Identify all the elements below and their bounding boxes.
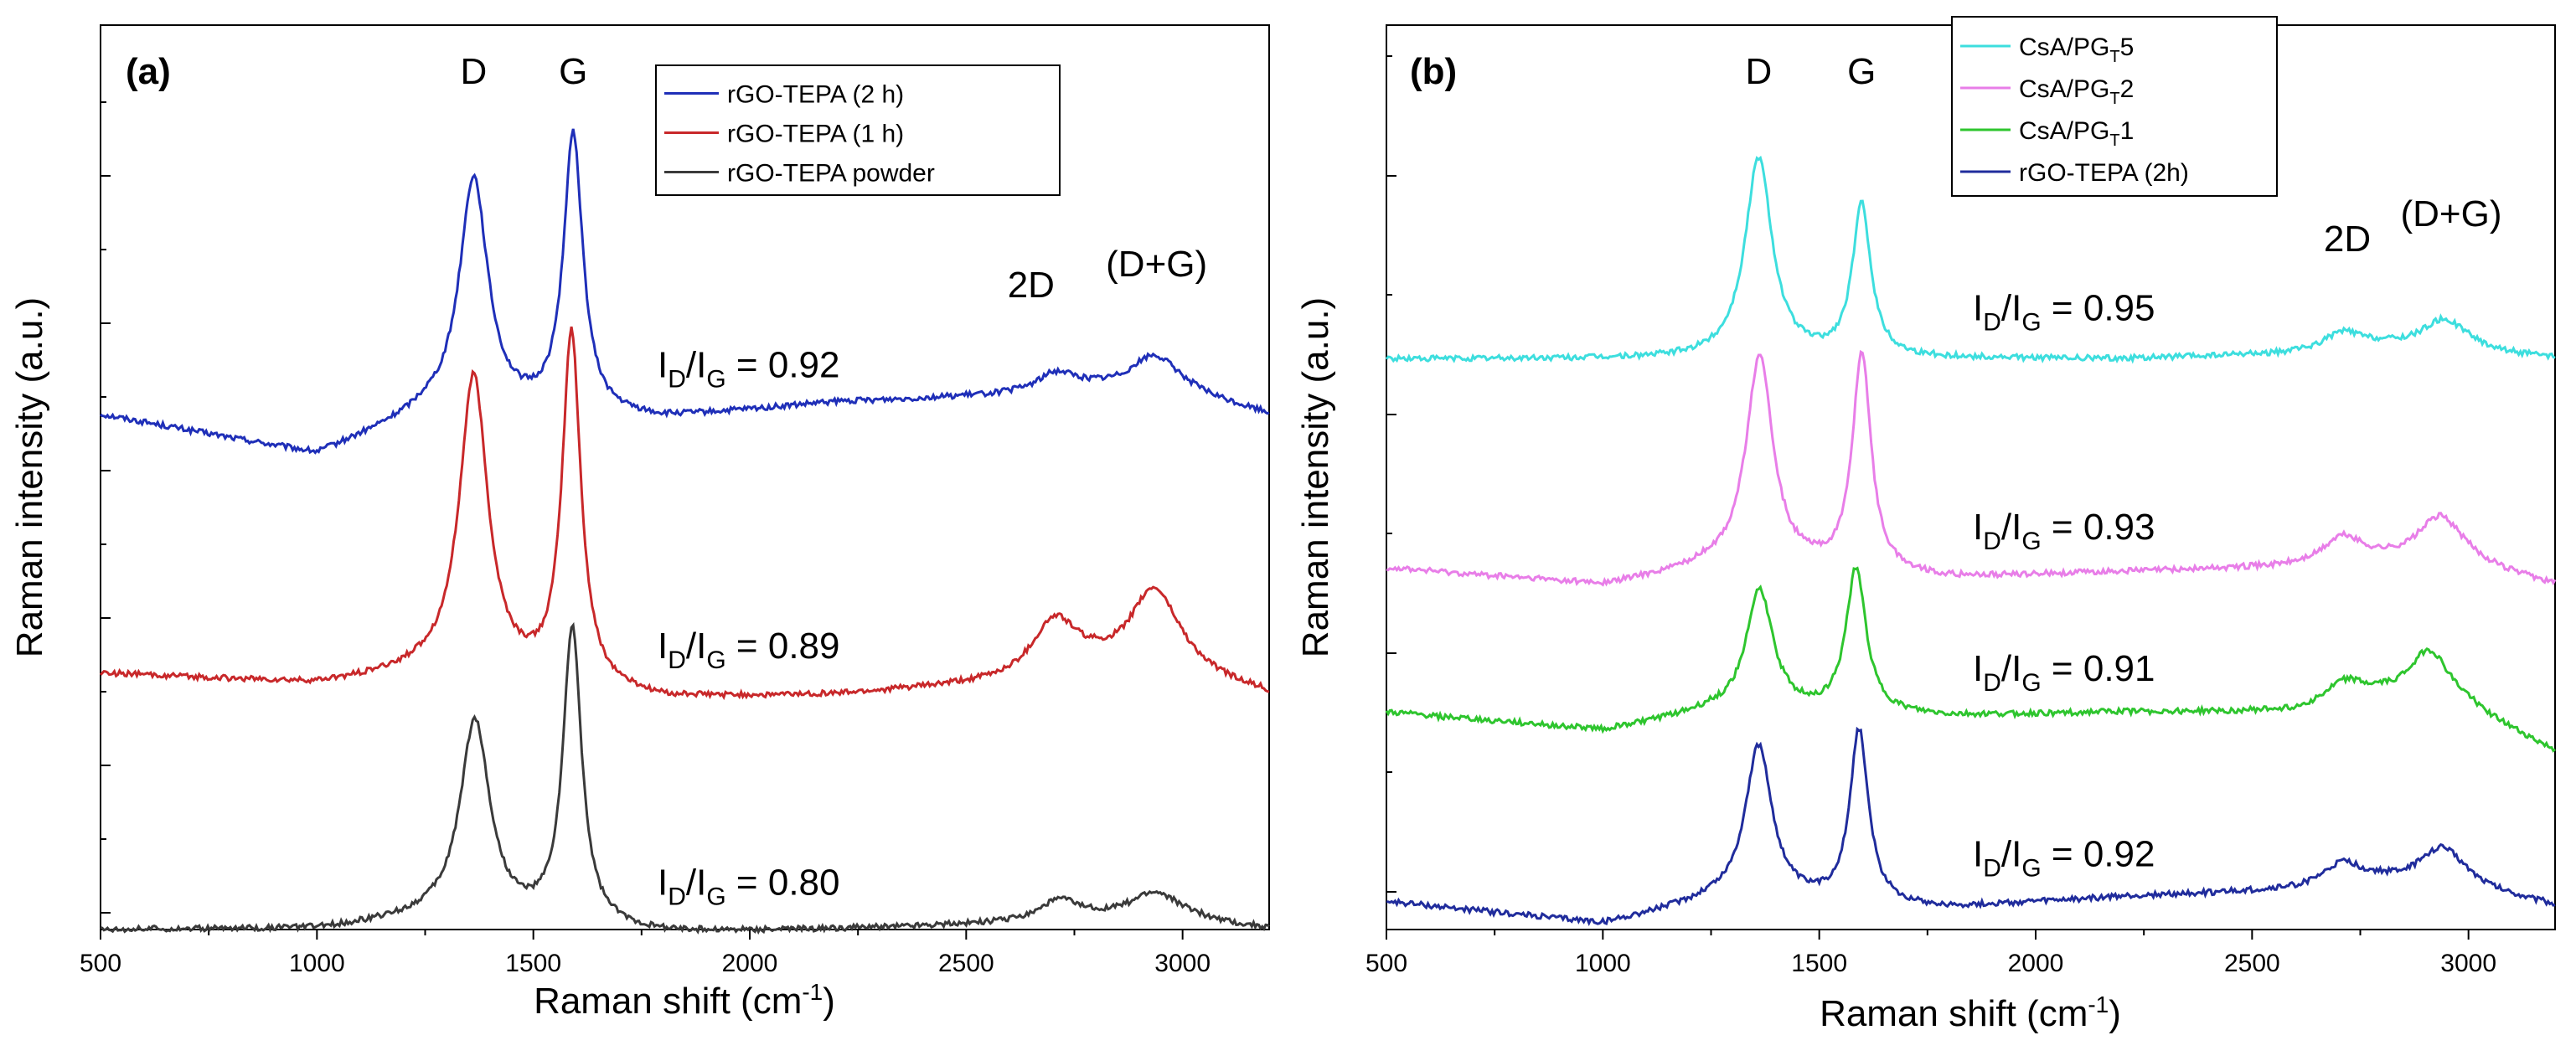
peak-label-d-a: D (460, 51, 487, 92)
x-tick-label: 2000 (2008, 950, 2064, 977)
x-tick-label: 500 (1365, 950, 1407, 977)
x-tick-label: 1500 (1791, 950, 1847, 977)
ratio-label-b-2: ID/IG = 0.91 (1973, 648, 2155, 697)
ratio-label-a-1: ID/IG = 0.89 (658, 626, 839, 674)
peak-label-d2-b: 2D (2324, 219, 2371, 260)
x-tick-label: 500 (80, 950, 121, 977)
peak-label-dg-a: (D+G) (1106, 244, 1207, 285)
x-tick-label: 1000 (1575, 950, 1631, 977)
panel-b: (b) 500 1000 1500 2000 2500 3000 ID/IG = 0.95… (1295, 16, 2557, 1034)
legend-label-a-1: rGO-TEPA (1 h) (727, 121, 904, 148)
x-tick-label: 1000 (289, 950, 345, 977)
panel-b-legend: CsA/PGT5 CsA/PGT2 CsA/PGT1 rGO-TEPA (2h) (1951, 16, 2278, 197)
panel-a-legend: rGO-TEPA (2 h) rGO-TEPA (1 h) rGO-TEPA pow… (655, 64, 1061, 196)
panel-b-label: (b) (1410, 51, 1457, 92)
ratio-label-b-0: ID/IG = 0.95 (1973, 288, 2155, 337)
panel-a-ticks: 500 1000 1500 2000 2500 3000 (80, 101, 1211, 977)
x-tick-label: 2500 (938, 950, 994, 977)
panel-a-y-axis-title: Raman intensity (a.u.) (9, 297, 50, 657)
panel-a-plot-frame (100, 24, 1270, 930)
panel-a-x-axis-title: Raman shift (cm-1) (534, 979, 835, 1022)
panel-b-ticks: 500 1000 1500 2000 2500 3000 (1365, 55, 2496, 977)
panel-b-annotations: ID/IG = 0.95 ID/IG = 0.93 ID/IG = 0.91 ID/I… (1745, 51, 2501, 882)
x-tick-label: 3000 (2440, 950, 2496, 977)
panel-b-y-axis-title: Raman intensity (a.u.) (1295, 297, 1336, 657)
legend-label-a-0: rGO-TEPA (2 h) (727, 81, 904, 109)
x-tick-label: 1500 (505, 950, 561, 977)
panel-b-series (1385, 155, 2557, 926)
x-tick-label: 2500 (2224, 950, 2280, 977)
peak-label-d-b: D (1745, 51, 1772, 92)
panel-a-series (99, 128, 1271, 935)
series-line-b-0 (1385, 155, 2556, 364)
peak-label-g-b: G (1847, 51, 1876, 92)
panel-a: (a) 500 1000 1500 2000 2500 3000 ID/IG = 0.92… (9, 24, 1271, 1022)
x-tick-label: 3000 (1154, 950, 1211, 977)
x-tick-label: 2000 (722, 950, 778, 977)
ratio-label-a-0: ID/IG = 0.92 (658, 345, 839, 394)
series-line-b-1 (1386, 349, 2557, 587)
series-line-a-1 (99, 326, 1270, 701)
legend-box-a (655, 64, 1061, 196)
series-line-a-0 (100, 128, 1270, 455)
legend-label-b-3: rGO-TEPA (2h) (2019, 159, 2189, 187)
peak-label-d2-a: 2D (1008, 265, 1055, 306)
panel-a-annotations: ID/IG = 0.92 ID/IG = 0.89 ID/IG = 0.80 D G 2D… (460, 51, 1207, 911)
series-line-b-3 (1386, 726, 2556, 926)
ratio-label-b-3: ID/IG = 0.92 (1973, 833, 2155, 882)
panel-a-label: (a) (126, 51, 171, 92)
legend-label-b-0: CsA/PGT5 (2019, 33, 2134, 66)
legend-label-a-2: rGO-TEPA powder (727, 160, 935, 188)
legend-label-b-2: CsA/PGT1 (2019, 117, 2134, 150)
peak-label-g-a: G (559, 51, 587, 92)
legend-label-b-1: CsA/PGT2 (2019, 75, 2134, 108)
ratio-label-a-2: ID/IG = 0.80 (658, 863, 839, 911)
panel-b-x-axis-title: Raman shift (cm-1) (1820, 991, 2121, 1034)
series-line-a-2 (100, 621, 1271, 935)
peak-label-dg-b: (D+G) (2401, 193, 2502, 234)
ratio-label-b-1: ID/IG = 0.93 (1973, 507, 2155, 555)
series-line-b-2 (1385, 566, 2556, 753)
